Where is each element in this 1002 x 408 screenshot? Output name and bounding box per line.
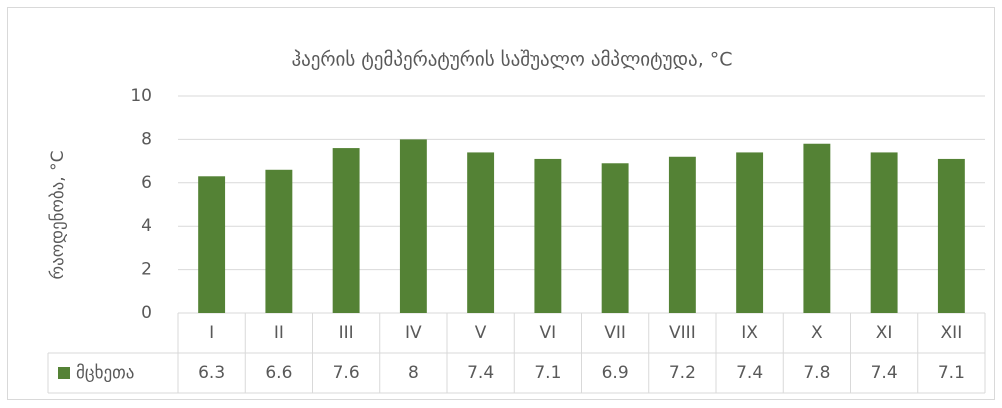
x-tick-label: III [339,323,354,343]
bar [937,158,965,313]
bar [870,152,898,313]
table-value: 6.9 [602,363,629,383]
x-tick-label: I [209,323,214,343]
x-tick-label: II [274,323,284,343]
table-value: 6.6 [265,363,292,383]
x-tick-label: XII [941,323,963,343]
x-tick-label: IV [405,323,422,343]
table-value: 7.4 [736,363,763,383]
table-value: 7.6 [333,363,360,383]
bar [265,169,293,313]
x-tick-label: VII [604,323,626,343]
bar [332,148,360,313]
table-value: 7.8 [803,363,830,383]
bar [803,143,831,313]
y-tick-label: 10 [130,86,152,106]
legend-label: მცხეთა [76,363,134,383]
table-value: 7.4 [871,363,898,383]
table-value: 7.2 [669,363,696,383]
bar [467,152,495,313]
table-value: 7.1 [938,363,965,383]
y-tick-label: 2 [141,260,152,280]
x-tick-label: V [475,323,487,343]
x-tick-label: IX [741,323,758,343]
chart-title: ჰაერის ტემპერატურის საშუალო ამპლიტუდა, °… [291,49,732,71]
table-value: 8 [408,363,419,383]
bar [736,152,764,313]
table-value: 7.4 [467,363,494,383]
y-tick-label: 6 [141,173,152,193]
bar [668,156,696,313]
legend-key [58,367,70,379]
table-value: 7.1 [534,363,561,383]
bar [534,158,562,313]
y-axis-label: რაოდენობა, °C [48,151,68,280]
x-tick-label: X [811,323,823,343]
y-tick-label: 8 [141,129,152,149]
y-tick-label: 0 [141,303,152,323]
bar [601,163,629,313]
x-tick-label: XI [876,323,893,343]
table-value: 6.3 [198,363,225,383]
x-tick-label: VIII [669,323,696,343]
bar [198,176,226,313]
x-tick-label: VI [540,323,557,343]
y-tick-label: 4 [141,216,152,236]
bar [399,139,427,313]
